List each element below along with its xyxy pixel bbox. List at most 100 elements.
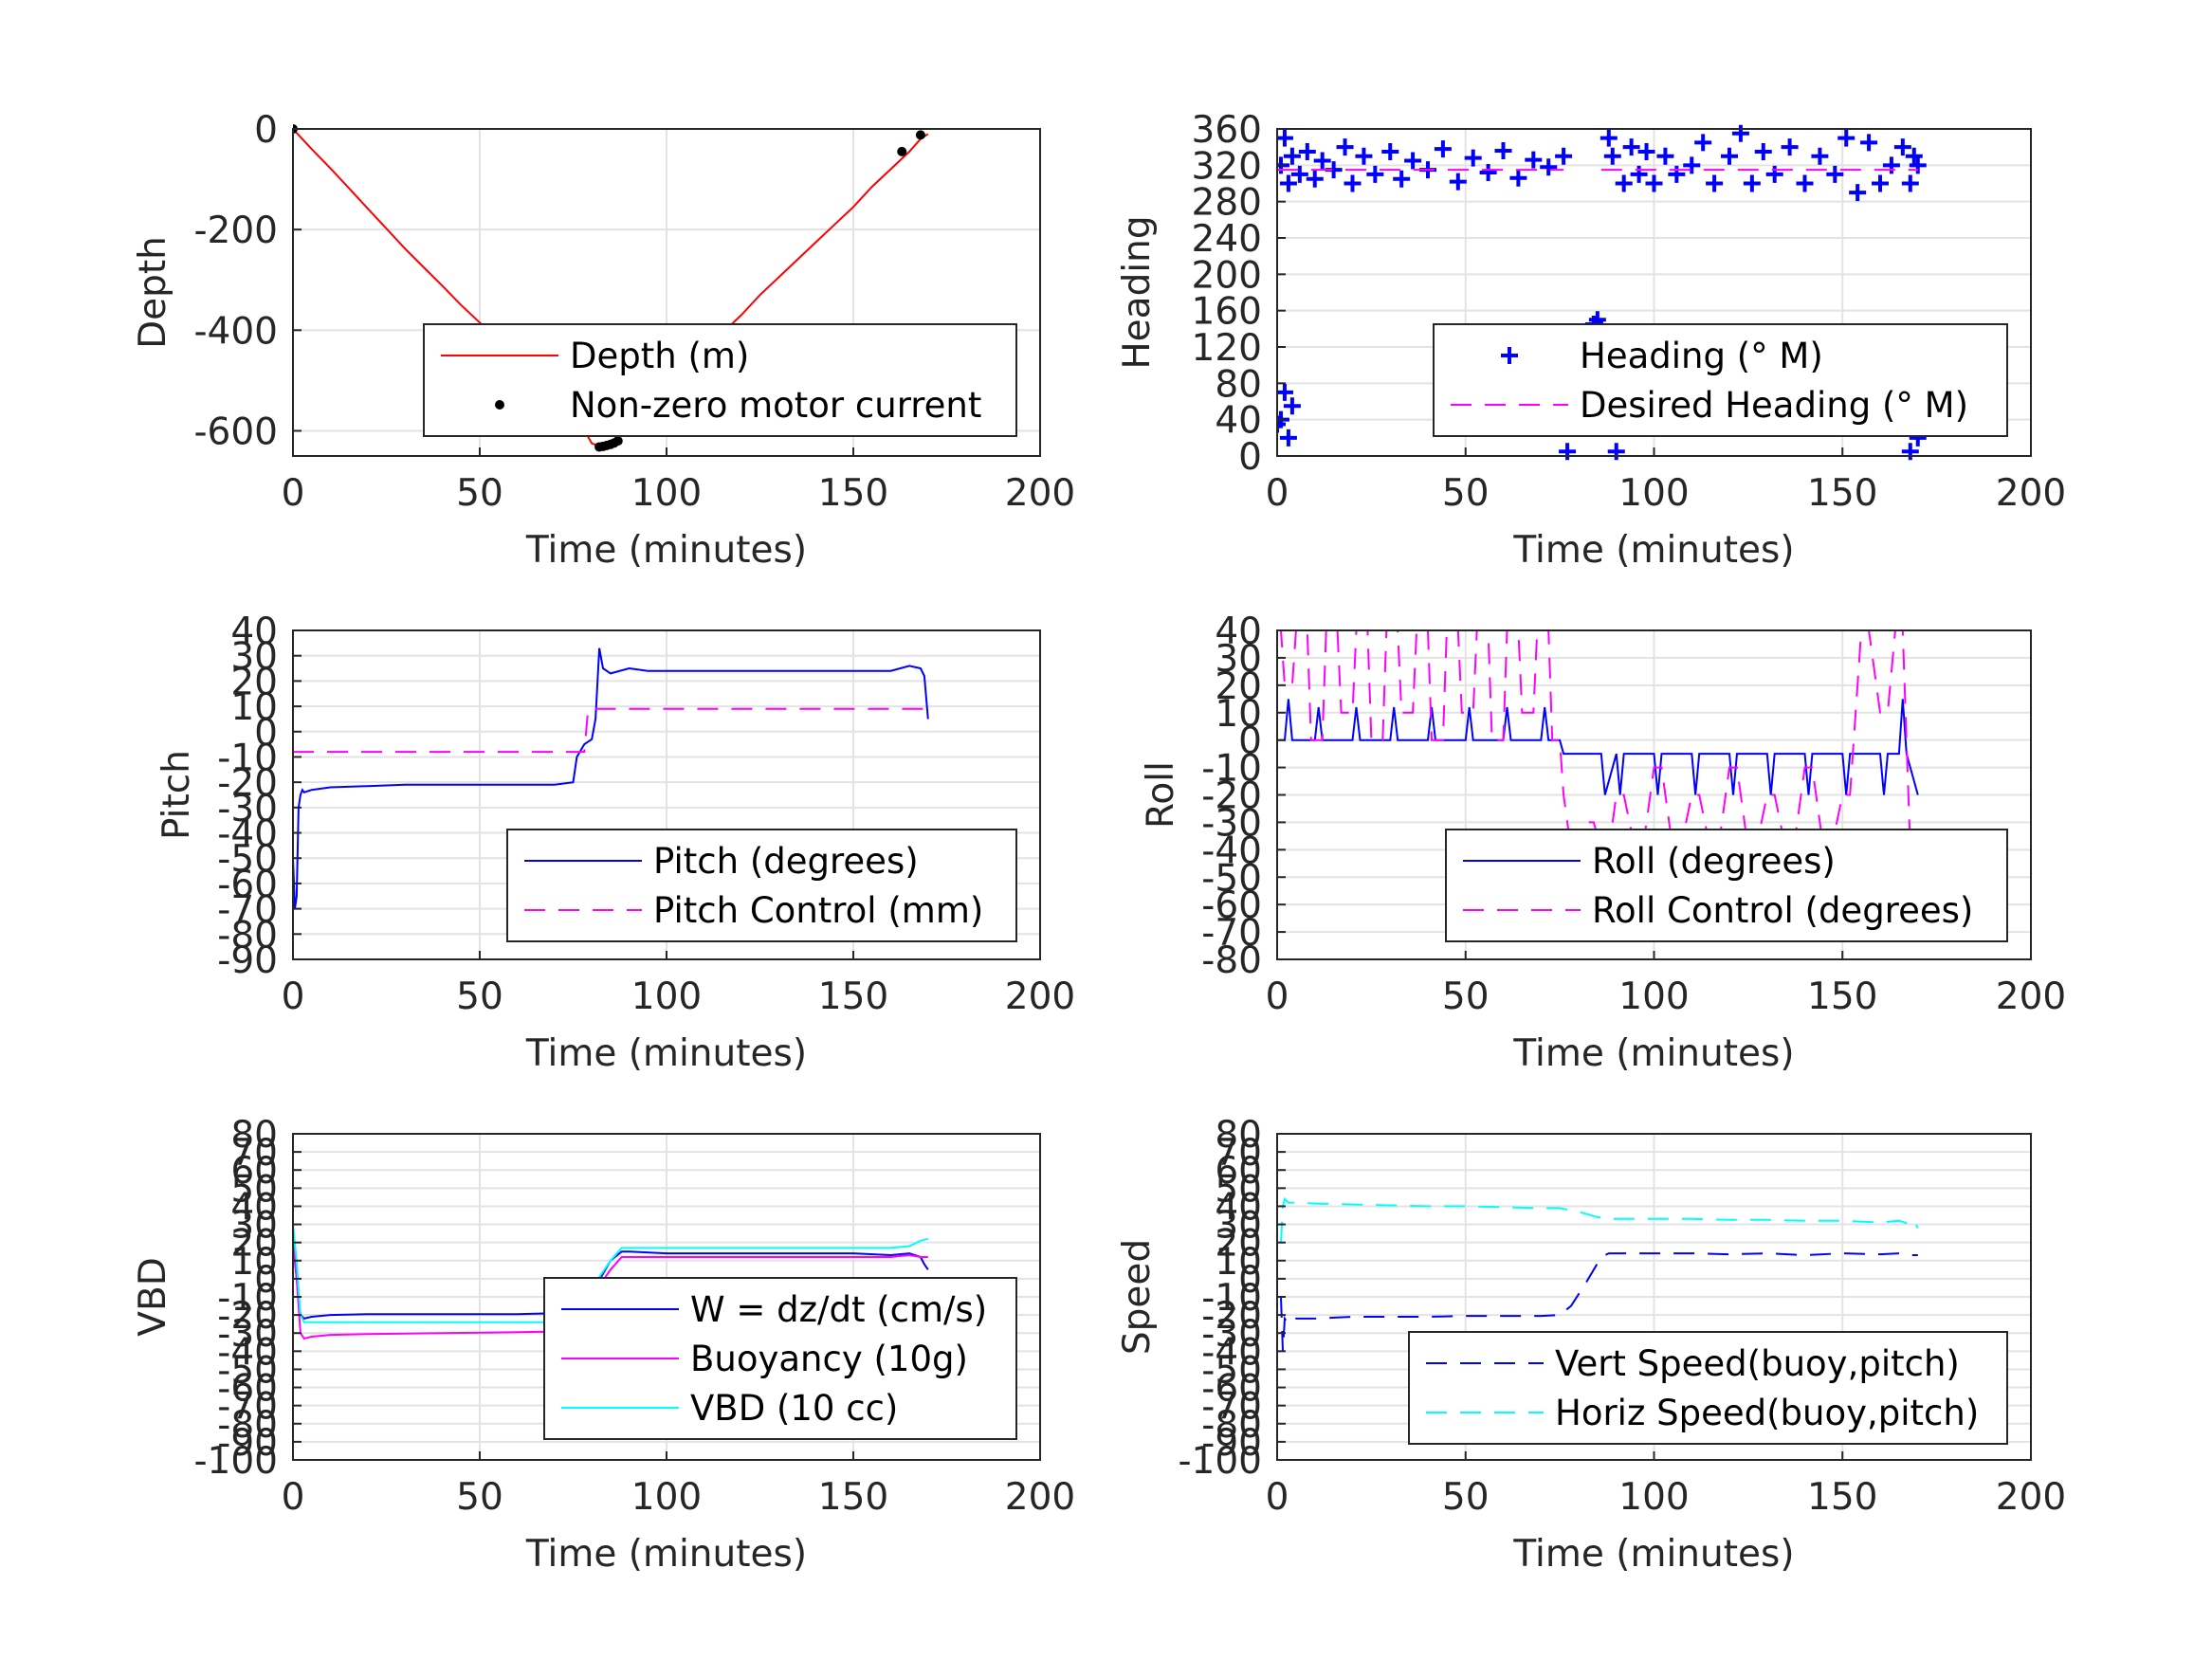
vbd-legend: W = dz/dt (cm/s) Buoyancy (10g) VBD (10 cc… [543, 1277, 1017, 1440]
heading-chart: 0 50 100 150 20004080120160200240280320360Ti… [1116, 109, 2066, 572]
speed-ytick-label: -100 [1178, 1440, 1262, 1483]
heading-series-0-point [1811, 147, 1829, 165]
vbd-chart: 0 50 100 150 20080706050403020100-10-20-30-4… [132, 1114, 1075, 1576]
heading-series-0-point [1393, 170, 1411, 188]
heading-series-0-point [1860, 134, 1878, 152]
heading-series-0-point [1893, 138, 1911, 156]
speed-xtick-label: 50 [1442, 1476, 1490, 1519]
heading-ytick-label: 360 [1192, 109, 1262, 152]
speed-legend: Vert Speed(buoy,pitch) Horiz Speed(buoy,p… [1408, 1331, 2008, 1445]
speed-ytick-label: 70 [1215, 1132, 1262, 1175]
vbd-ytick-label: -100 [193, 1440, 278, 1483]
heading-ytick-label: 280 [1192, 182, 1262, 225]
depth-ytick-label: 0 [254, 109, 278, 152]
pitch-ytick-label: -90 [217, 939, 278, 982]
speed-xlabel: Time (minutes) [1512, 1533, 1794, 1576]
heading-series-0-point [1781, 138, 1799, 156]
depth-legend-label: Non-zero motor current [570, 385, 981, 426]
pitch-ytick-label: -20 [217, 762, 278, 805]
speed-ytick-label: -80 [1201, 1404, 1262, 1447]
speed-data-layer [1280, 1196, 1919, 1352]
roll-legend-label: Roll (degrees) [1592, 841, 1836, 882]
speed-ytick-label: -30 [1201, 1313, 1262, 1356]
vbd-ytick-label: 60 [230, 1150, 278, 1193]
vbd-xtick-label: 0 [282, 1476, 305, 1519]
vbd-ytick-label: 40 [230, 1186, 278, 1229]
pitch-xlabel: Time (minutes) [525, 1032, 807, 1075]
heading-legend-label: Heading (° M) [1580, 336, 1823, 376]
pitch-chart: 0 50 100 150 200403020100-10-20-30-40-50-60-… [155, 611, 1075, 1075]
vbd-ytick-label: -50 [217, 1349, 278, 1392]
vbd-legend-label: VBD (10 cc) [690, 1388, 898, 1429]
depth-legend: Depth (m) Non-zero motor current [423, 323, 1017, 437]
heading-series-0-point [1630, 165, 1648, 183]
depth-legend-swatch [495, 400, 504, 410]
vbd-ytick-label: -20 [217, 1295, 278, 1338]
vbd-ytick-label: 50 [230, 1168, 278, 1211]
heading-ytick-label: 320 [1192, 145, 1262, 188]
vbd-ytick-label: 0 [254, 1259, 278, 1302]
heading-series-0-point [1668, 165, 1686, 183]
heading-series-0-point [1306, 170, 1324, 188]
vbd-xtick-label: 100 [631, 1476, 702, 1519]
roll-ytick-label: 20 [1215, 665, 1262, 708]
heading-series-0-point [1355, 147, 1373, 165]
vbd-ytick-label: 70 [230, 1132, 278, 1175]
heading-series-0-point [1603, 147, 1621, 165]
pitch-ytick-label: -50 [217, 838, 278, 881]
heading-series-0-point [1290, 165, 1308, 183]
speed-ytick-label: 60 [1215, 1150, 1262, 1193]
roll-chart: 0 50 100 150 200403020100-10-20-30-40-50-60-… [1140, 611, 2066, 1075]
heading-series-0-point [1656, 147, 1674, 165]
speed-ytick-label: 80 [1215, 1114, 1262, 1157]
vbd-ytick-label: 30 [230, 1205, 278, 1248]
depth-xtick-label: 50 [456, 472, 503, 515]
pitch-legend: Pitch (degrees) Pitch Control (mm) [506, 829, 1017, 942]
depth-xtick-label: 150 [818, 472, 888, 515]
speed-ytick-label: -90 [1201, 1422, 1262, 1465]
depth-xlabel: Time (minutes) [525, 529, 807, 572]
speed-ytick-label: -70 [1201, 1386, 1262, 1429]
pitch-xtick-label: 150 [818, 975, 888, 1018]
heading-series-0-point [1622, 138, 1640, 156]
depth-legend-label: Depth (m) [570, 336, 749, 376]
roll-ytick-label: 10 [1215, 693, 1262, 736]
vbd-ytick-label: -30 [217, 1313, 278, 1356]
heading-xtick-label: 0 [1266, 472, 1289, 515]
pitch-legend-label: Pitch (degrees) [653, 841, 919, 882]
speed-ytick-label: -50 [1201, 1349, 1262, 1392]
vbd-ytick-label: 10 [230, 1241, 278, 1284]
roll-legend: Roll (degrees) Roll Control (degrees) [1445, 829, 2008, 942]
vbd-ytick-label: -10 [217, 1277, 278, 1320]
pitch-series-1-line [293, 707, 928, 754]
heading-ytick-label: 80 [1215, 363, 1262, 406]
heading-series-0-point [1509, 169, 1527, 187]
heading-xtick-label: 50 [1442, 472, 1490, 515]
pitch-ytick-label: 30 [230, 636, 278, 679]
speed-xtick-label: 0 [1266, 1476, 1289, 1519]
heading-series-0-point [1555, 147, 1573, 165]
heading-series-0-point [1494, 142, 1512, 159]
roll-ytick-label: -20 [1201, 775, 1262, 818]
heading-series-0-point [1743, 174, 1761, 192]
pitch-series-0-line [293, 647, 929, 909]
vbd-legend-label: W = dz/dt (cm/s) [690, 1289, 987, 1330]
heading-legend: Heading (° M) Desired Heading (° M) [1433, 323, 2008, 437]
roll-xtick-label: 150 [1807, 975, 1877, 1018]
heading-series-0-point [1882, 156, 1900, 174]
heading-legend-swatch [1501, 347, 1518, 364]
roll-legend-label: Roll Control (degrees) [1592, 890, 1973, 931]
heading-series-0-point [1765, 165, 1783, 183]
heading-series-0-point [1298, 142, 1316, 160]
speed-ytick-label: 30 [1215, 1205, 1262, 1248]
roll-ytick-label: 0 [1238, 720, 1262, 763]
depth-legend-box [423, 323, 1017, 437]
heading-series-0-point [1905, 147, 1923, 165]
roll-ytick-label: -30 [1201, 802, 1262, 845]
speed-legend-box [1408, 1331, 2008, 1445]
vbd-ylabel: VBD [132, 1257, 174, 1336]
pitch-xtick-label: 50 [456, 975, 503, 1018]
vbd-ytick-label: -70 [217, 1386, 278, 1429]
heading-series-0-point [1837, 129, 1856, 147]
